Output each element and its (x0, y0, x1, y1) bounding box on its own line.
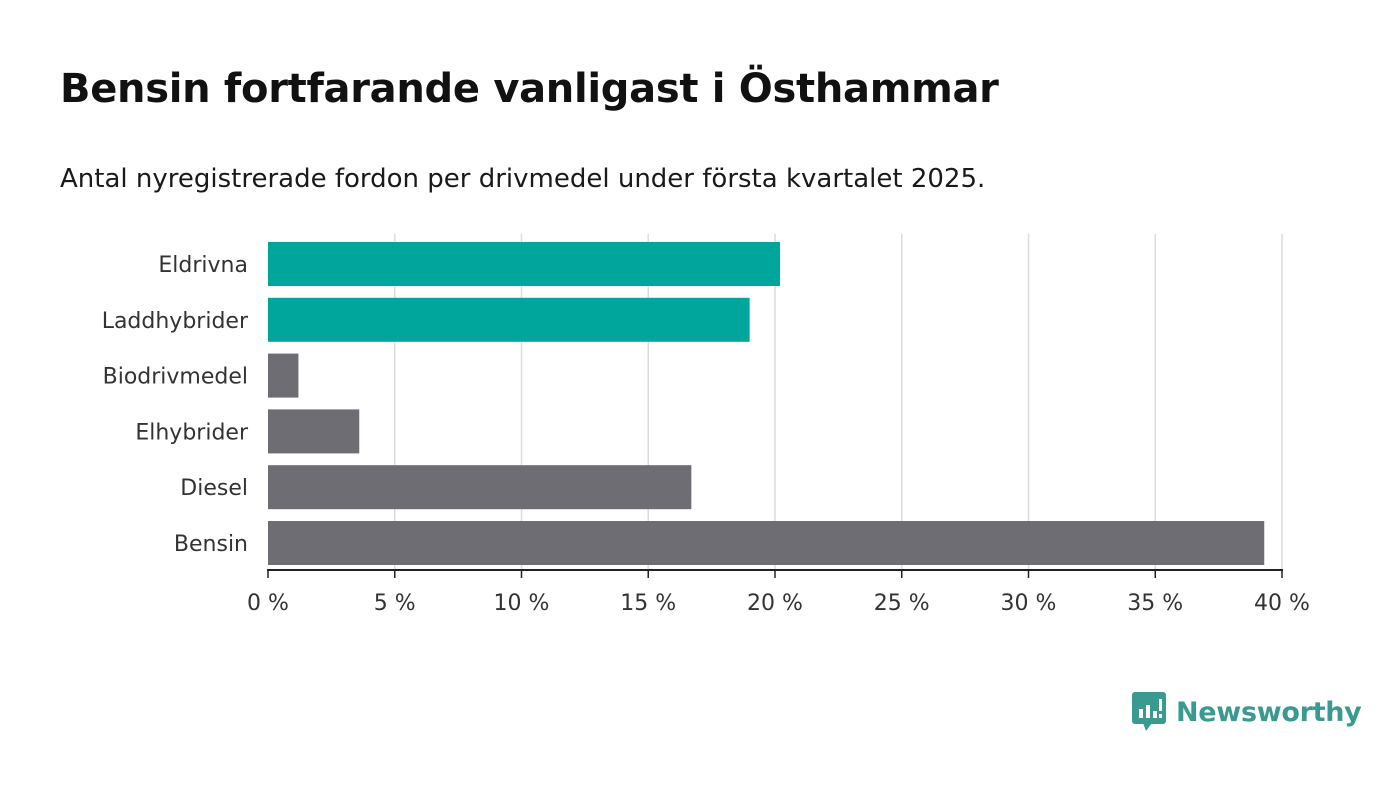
x-tick-label: 30 % (1001, 591, 1057, 616)
category-label: Biodrivmedel (103, 365, 248, 390)
x-tick-label: 0 % (247, 591, 289, 616)
bar-diesel (268, 465, 692, 510)
x-axis: 0 % 5 % 10 % 15 % 20 % 25 % 30 % 35 % 40 % (247, 569, 1310, 616)
bar-elhybrider (268, 409, 360, 454)
bar-eldrivna (268, 242, 781, 286)
x-tick-label: 40 % (1254, 591, 1310, 616)
category-label: Diesel (180, 476, 248, 501)
brand-name: Newsworthy (1176, 696, 1362, 728)
grid-lines (394, 234, 1283, 570)
category-label: Elhybrider (135, 420, 249, 445)
x-tick-label: 20 % (747, 591, 803, 616)
brand-logo: Newsworthy (1132, 692, 1362, 732)
category-label: Bensin (174, 532, 248, 557)
x-tick-label: 35 % (1127, 591, 1183, 616)
x-tick-label: 5 % (374, 591, 416, 616)
category-labels: Eldrivna Laddhybrider Biodrivmedel Elhybrid… (102, 253, 249, 557)
category-label: Eldrivna (158, 253, 248, 278)
bar-biodrivmedel (268, 353, 299, 398)
x-tick-label: 15 % (620, 591, 676, 616)
x-tick-label: 25 % (874, 591, 930, 616)
x-tick-label: 10 % (494, 591, 550, 616)
bars (268, 242, 1265, 565)
bar-bensin (268, 521, 1265, 565)
bar-laddhybrider (268, 297, 750, 342)
newsworthy-logo-icon (1132, 692, 1166, 731)
chart-subtitle: Antal nyregistrerade fordon per drivmede… (60, 164, 986, 194)
chart-title: Bensin fortfarande vanligast i Östhammar (60, 66, 999, 112)
category-label: Laddhybrider (102, 309, 249, 334)
